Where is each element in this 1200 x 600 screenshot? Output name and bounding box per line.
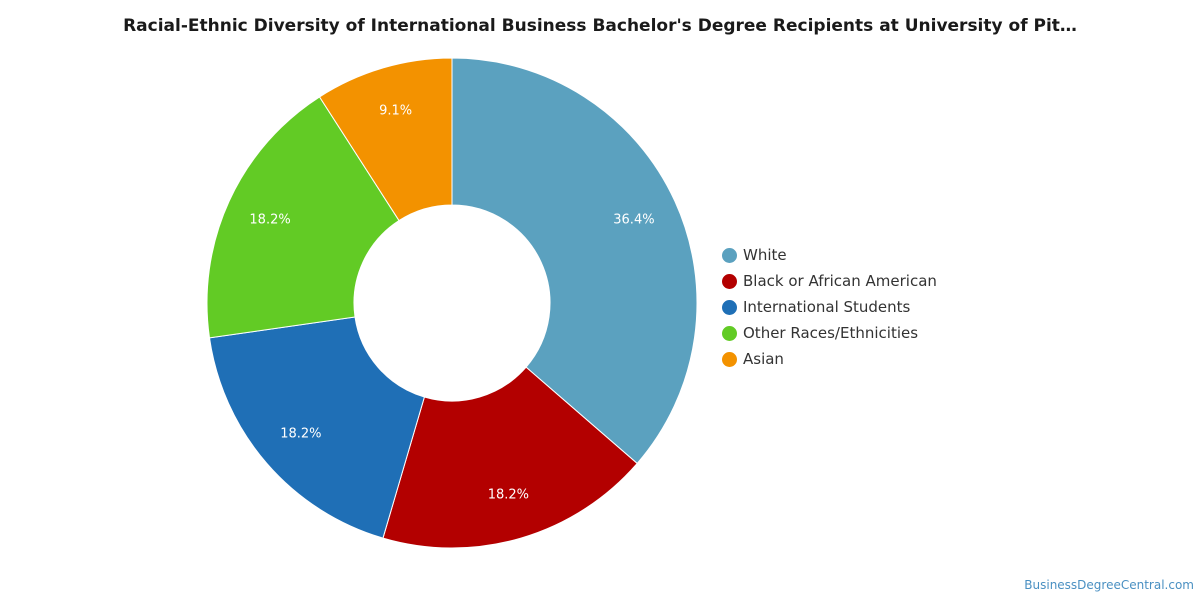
- slice-international-students: [208, 316, 426, 539]
- slice-label: 18.2%: [488, 487, 529, 502]
- slice-asian: [318, 57, 453, 222]
- legend-item: Asian: [722, 346, 937, 372]
- legend-label: Black or African American: [743, 272, 937, 290]
- legend-label: Other Races/Ethnicities: [743, 324, 919, 342]
- legend-item: Black or African American: [722, 268, 937, 294]
- legend-swatch: [722, 325, 737, 341]
- legend-label: Asian: [743, 350, 784, 368]
- slice-label: 9.1%: [379, 104, 412, 119]
- chart-title: Racial-Ethnic Diversity of International…: [123, 16, 1077, 36]
- legend-item: Other Races/Ethnicities: [722, 320, 937, 346]
- legend-label: White: [743, 246, 787, 264]
- watermark: BusinessDegreeCentral.com: [1024, 578, 1194, 592]
- legend-item: White: [722, 242, 937, 268]
- slice-black-or-african-american: [382, 366, 638, 549]
- slice-other-races-ethnicities: [206, 96, 400, 339]
- slice-label: 36.4%: [613, 212, 654, 227]
- legend-swatch: [722, 247, 737, 263]
- legend: White Black or African American Internatio…: [722, 242, 937, 372]
- legend-swatch: [722, 299, 737, 315]
- legend-label: International Students: [743, 298, 911, 316]
- slice-label: 18.2%: [249, 212, 290, 227]
- slice-white: [451, 57, 698, 465]
- slice-label: 18.2%: [280, 426, 321, 441]
- legend-item: International Students: [722, 294, 937, 320]
- legend-swatch: [722, 351, 737, 367]
- legend-swatch: [722, 273, 737, 289]
